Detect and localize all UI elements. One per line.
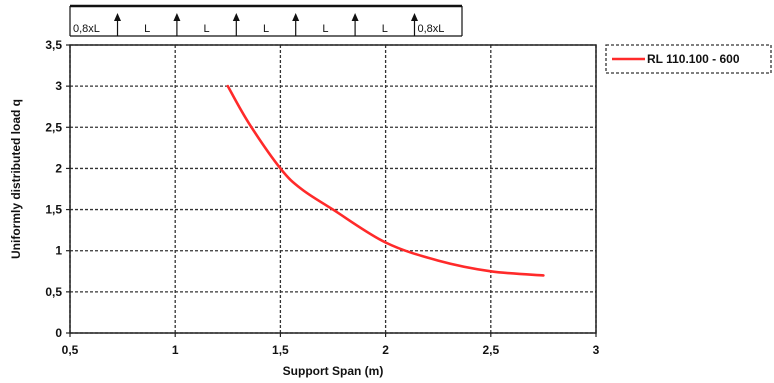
y-tick-label: 2 (55, 161, 62, 175)
series-group (226, 84, 545, 277)
legend: RL 110.100 - 600 (605, 44, 772, 74)
y-tick-label: 3 (55, 79, 62, 93)
x-axis: 0,5 1 1,5 2 2,5 3 (62, 333, 600, 357)
x-tick-label: 2,5 (482, 343, 499, 357)
y-tick-label: 0 (55, 326, 62, 340)
legend-label: RL 110.100 - 600 (647, 52, 740, 66)
beam-span-label: L (144, 23, 150, 35)
series-line (226, 84, 545, 277)
x-tick-label: 2 (382, 343, 389, 357)
support-arrow-icon (292, 13, 300, 21)
support-arrow-icon (173, 13, 181, 21)
y-axis: 0 0,5 1 1,5 2 2,5 3 3,5 (45, 38, 70, 340)
x-tick-label: 0,5 (62, 343, 79, 357)
grid (69, 44, 597, 334)
y-tick-label: 3,5 (45, 38, 62, 52)
y-tick-label: 2,5 (45, 120, 62, 134)
y-tick-label: 1,5 (45, 203, 62, 217)
support-arrow-icon (410, 13, 418, 21)
y-tick-label: 0,5 (45, 285, 62, 299)
support-arrow-icon (232, 13, 240, 21)
beam-span-label: L (382, 23, 388, 35)
x-tick-label: 1 (172, 343, 179, 357)
support-arrow-icon (114, 13, 122, 21)
x-tick-label: 3 (593, 343, 600, 357)
y-axis-title: Uniformly distributed load q (9, 99, 23, 259)
beam-span-label: L (263, 23, 269, 35)
beam-diagram: 0,8xL L L L L L 0,8xL (69, 4, 463, 37)
x-tick-label: 1,5 (272, 343, 289, 357)
x-axis-title: Support Span (m) (283, 364, 384, 378)
beam-span-label: 0,8xL (417, 23, 444, 35)
beam-span-label: 0,8xL (73, 23, 100, 35)
y-tick-label: 1 (55, 244, 62, 258)
beam-span-label: L (322, 23, 328, 35)
support-arrow-icon (351, 13, 359, 21)
beam-span-label: L (204, 23, 210, 35)
plot-area (69, 44, 597, 334)
